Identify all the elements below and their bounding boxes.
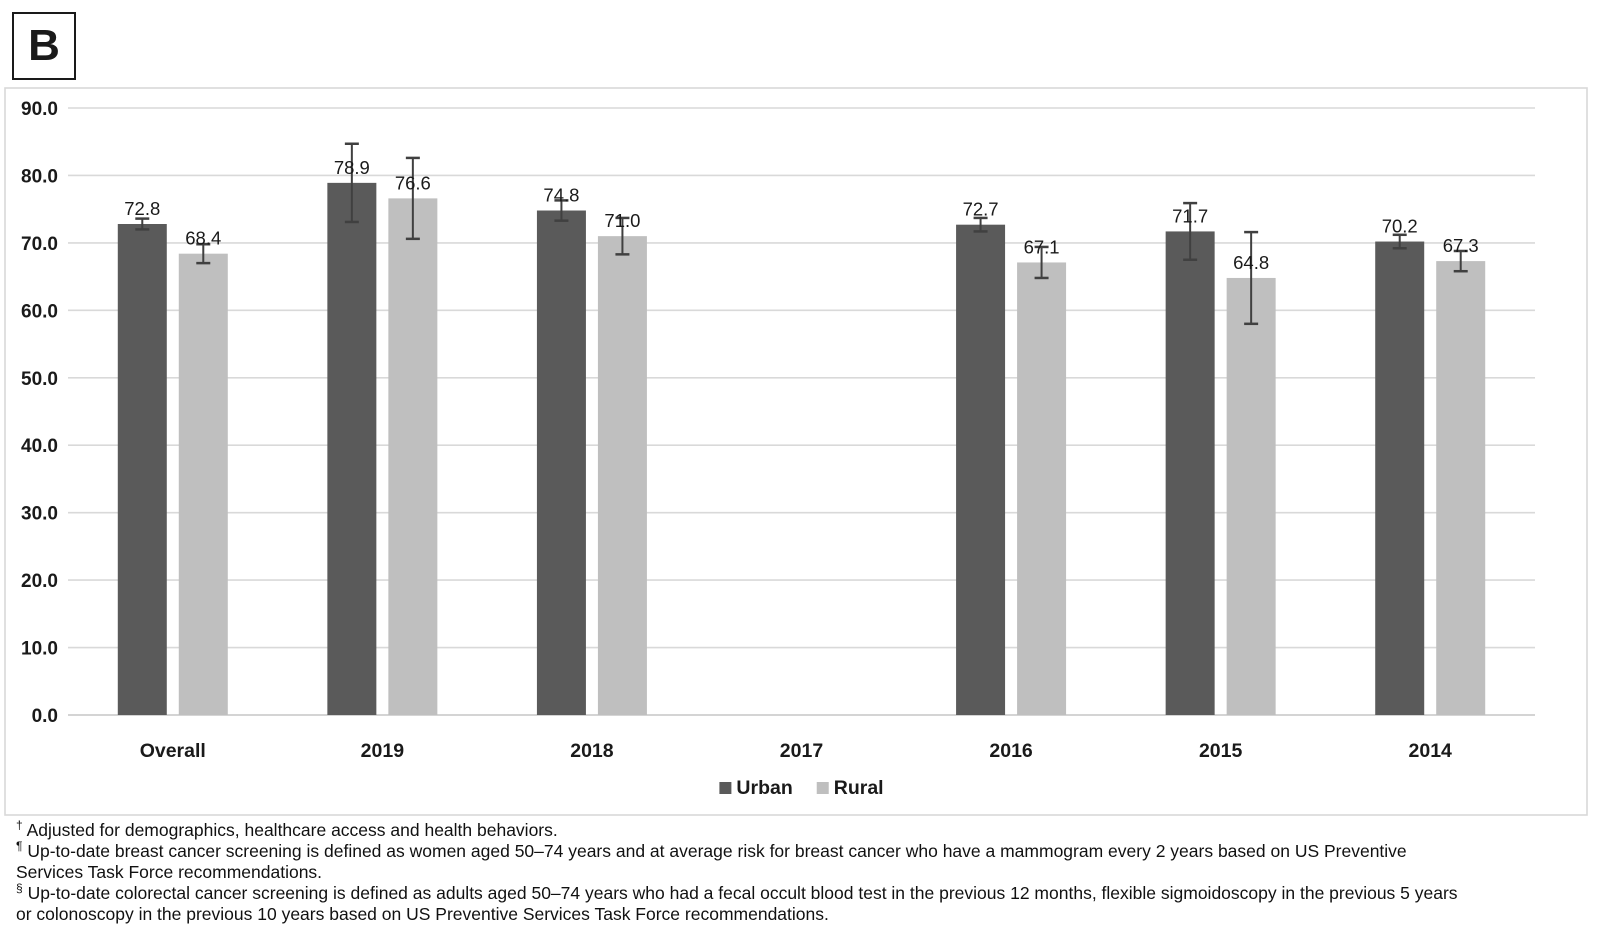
- bar-urban-2016: [956, 224, 1006, 715]
- panel-label: B: [28, 21, 60, 70]
- bar-rural-2016: [1017, 262, 1067, 715]
- bar-urban-overall: [117, 224, 167, 715]
- value-label-urban-overall: 72.8: [124, 198, 160, 219]
- y-tick-label: 90.0: [21, 99, 58, 120]
- y-tick-label: 80.0: [21, 166, 58, 187]
- value-label-rural-2018: 71.0: [604, 210, 640, 231]
- footnote-adjustment: † Adjusted for demographics, healthcare …: [16, 818, 558, 840]
- value-label-urban-2015: 71.7: [1172, 205, 1208, 226]
- error-bar-urban-2016: [973, 216, 988, 233]
- value-label-urban-2018: 74.8: [543, 185, 579, 206]
- error-bar-urban-2014: [1392, 233, 1407, 250]
- x-tick-label-2015: 2015: [1199, 740, 1243, 762]
- x-tick-label-2014: 2014: [1409, 740, 1453, 762]
- value-label-urban-2019: 78.9: [334, 157, 370, 178]
- panel-label-box: B: [12, 12, 76, 80]
- error-bar-rural-overall: [196, 242, 211, 265]
- legend: Urban Rural: [719, 777, 884, 799]
- y-tick-label: 40.0: [21, 436, 58, 457]
- pilcrow-marker: ¶: [16, 839, 23, 854]
- bar-rural-2018: [597, 236, 647, 715]
- value-label-rural-overall: 68.4: [185, 228, 221, 249]
- dagger-marker: †: [16, 818, 23, 833]
- value-label-rural-2015: 64.8: [1233, 252, 1269, 273]
- error-bar-urban-2019: [344, 142, 359, 224]
- value-label-rural-2016: 67.1: [1024, 236, 1060, 257]
- x-tick-label-2019: 2019: [361, 740, 405, 762]
- bar-rural-2019: [388, 198, 438, 715]
- value-label-urban-2016: 72.7: [963, 199, 999, 220]
- legend-label-urban: Urban: [736, 777, 792, 799]
- value-label-rural-2019: 76.6: [395, 172, 431, 193]
- error-bar-rural-2018: [615, 216, 630, 256]
- error-bar-urban-overall: [135, 217, 150, 231]
- value-label-rural-2014: 67.3: [1443, 235, 1479, 256]
- bar-urban-2015: [1165, 231, 1215, 715]
- y-tick-label: 30.0: [21, 504, 58, 525]
- section-marker: §: [16, 881, 23, 896]
- footnote-colorectal-screening: § Up-to-date colorectal cancer screening…: [16, 881, 1458, 924]
- chart-frame: [4, 87, 1588, 816]
- error-bar-rural-2015: [1244, 230, 1259, 326]
- legend-swatch-rural: [816, 782, 829, 794]
- footnote-breast-screening: ¶ Up-to-date breast cancer screening is …: [16, 839, 1407, 882]
- legend-swatch-urban: [719, 782, 732, 794]
- y-tick-label: 70.0: [21, 234, 58, 255]
- bar-chart: 0.0 10.0 20.0 30.0 40.0 50.0 60.0 70.0 80.0 90.0 7…: [4, 87, 1588, 816]
- x-tick-label-2016: 2016: [989, 740, 1033, 762]
- bar-urban-2014: [1375, 241, 1425, 716]
- bar-rural-overall: [178, 253, 228, 715]
- y-tick-label: 50.0: [21, 369, 58, 390]
- y-tick-label: 20.0: [21, 571, 58, 592]
- error-bar-rural-2014: [1453, 249, 1468, 273]
- bar-rural-2015: [1226, 277, 1276, 715]
- error-bar-rural-2019: [405, 156, 420, 241]
- error-bar-urban-2018: [554, 199, 569, 222]
- x-tick-label-overall: Overall: [140, 740, 206, 762]
- legend-label-rural: Rural: [834, 777, 884, 799]
- y-tick-label: 0.0: [32, 706, 58, 727]
- error-bar-urban-2015: [1183, 201, 1198, 261]
- y-tick-label: 10.0: [21, 639, 58, 660]
- value-label-urban-2014: 70.2: [1382, 216, 1418, 237]
- bar-rural-2014: [1436, 261, 1486, 715]
- x-tick-label-2017: 2017: [780, 740, 823, 762]
- x-tick-label-2018: 2018: [570, 740, 614, 762]
- error-bar-rural-2016: [1034, 245, 1049, 280]
- bar-urban-2019: [327, 182, 377, 715]
- bar-urban-2018: [536, 210, 586, 715]
- y-tick-label: 60.0: [21, 301, 58, 322]
- footnotes: † Adjusted for demographics, healthcare …: [16, 818, 1468, 925]
